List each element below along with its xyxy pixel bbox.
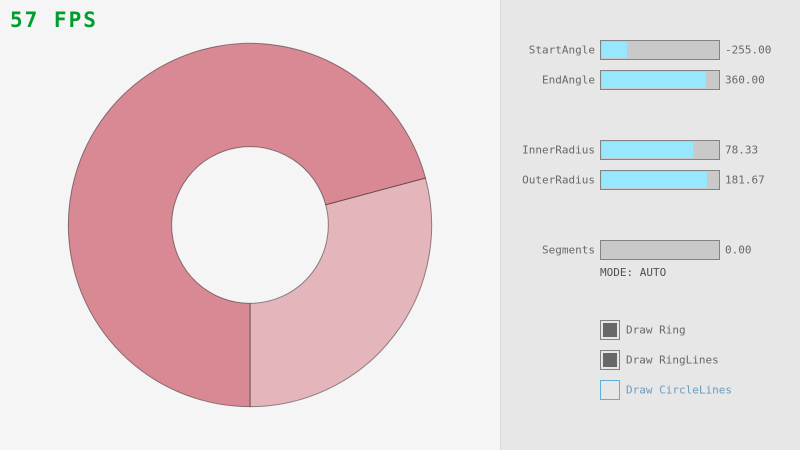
slider-label-startangle: StartAngle xyxy=(528,43,595,57)
checkbox-label: Draw RingLines xyxy=(626,353,719,367)
checkbox-draw-circlelines[interactable]: Draw CircleLines xyxy=(600,380,800,400)
slider-label-segments: Segments xyxy=(542,243,595,257)
slider-label-innerradius: InnerRadius xyxy=(522,143,595,157)
ring-sector xyxy=(249,177,433,408)
slider-startangle[interactable] xyxy=(600,40,720,60)
checkbox-box[interactable] xyxy=(600,380,620,400)
slider-label-outerradius: OuterRadius xyxy=(522,173,595,187)
slider-label-endangle: EndAngle xyxy=(542,73,595,87)
slider-value-segments: 0.00 xyxy=(725,243,752,257)
checkbox-draw-ringlines[interactable]: Draw RingLines xyxy=(600,350,800,370)
slider-value-startangle: -255.00 xyxy=(725,43,772,57)
checkbox-label: Draw CircleLines xyxy=(626,383,732,397)
slider-fill xyxy=(602,42,627,58)
checkbox-box[interactable] xyxy=(600,350,620,370)
slider-value-innerradius: 78.33 xyxy=(725,143,759,157)
slider-row-innerradius: InnerRadius 78.33 xyxy=(501,140,800,160)
checkbox-draw-ring[interactable]: Draw Ring xyxy=(600,320,800,340)
controls-panel: StartAngle -255.00 EndAngle 360.00 Inner… xyxy=(500,0,800,450)
checkbox-label: Draw Ring xyxy=(626,323,686,337)
slider-value-outerradius: 181.67 xyxy=(725,173,765,187)
ring-sector xyxy=(67,42,427,408)
checkbox-check-mark xyxy=(603,323,617,337)
slider-fill xyxy=(602,72,706,88)
slider-fill xyxy=(602,172,707,188)
slider-innerradius[interactable] xyxy=(600,140,720,160)
slider-outerradius[interactable] xyxy=(600,170,720,190)
fps-counter: 57 FPS xyxy=(10,8,98,32)
slider-row-endangle: EndAngle 360.00 xyxy=(501,70,800,90)
checkbox-box[interactable] xyxy=(600,320,620,340)
mode-label: MODE: AUTO xyxy=(600,266,667,279)
slider-endangle[interactable] xyxy=(600,70,720,90)
checkbox-check-mark xyxy=(603,353,617,367)
slider-value-endangle: 360.00 xyxy=(725,73,765,87)
slider-row-segments: Segments 0.00 xyxy=(501,240,800,260)
slider-row-startangle: StartAngle -255.00 xyxy=(501,40,800,60)
slider-fill xyxy=(602,142,693,158)
slider-row-outerradius: OuterRadius 181.67 xyxy=(501,170,800,190)
slider-segments[interactable] xyxy=(600,240,720,260)
